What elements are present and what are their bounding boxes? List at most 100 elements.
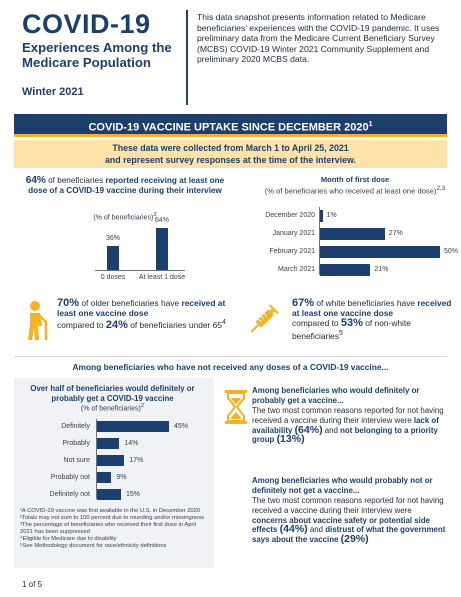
month-category-label: March 2021 bbox=[278, 266, 315, 273]
uptake-text-1: of beneficiaries bbox=[45, 176, 106, 185]
likelihood-category-label: Not sure bbox=[63, 457, 90, 464]
month-chart-heading: Month of first dose (% of beneficiaries … bbox=[260, 175, 450, 196]
person-with-cane-icon bbox=[28, 301, 48, 340]
white-text-2: compared to bbox=[292, 318, 341, 329]
page-subtitle: Experiences Among the Medicare Populatio… bbox=[22, 40, 172, 70]
dose-bar bbox=[107, 246, 119, 270]
banner-text: COVID-19 VACCINE UPTAKE SINCE DECEMBER 2… bbox=[88, 121, 369, 134]
reasons-likely-text-2: and bbox=[322, 425, 341, 435]
older-text-2: compared to bbox=[57, 320, 106, 331]
month-value-label: 27% bbox=[388, 230, 403, 237]
reasons-unlikely-bold-1: concerns about vaccine safety or potenti… bbox=[252, 515, 431, 535]
dose-category-label: 0 doses bbox=[100, 274, 126, 281]
reasons-likely-title: Among beneficiaries who would definitely… bbox=[252, 386, 420, 405]
reasons-unlikely-text: The two most common reasons reported for… bbox=[252, 496, 448, 545]
intro-text: This data snapshot presents information … bbox=[197, 12, 440, 64]
month-category-label: February 2021 bbox=[269, 248, 315, 255]
month-category-label: January 2021 bbox=[272, 230, 315, 237]
likelihood-chart-subtitle: (% of beneficiaries)2 bbox=[20, 403, 205, 412]
reasons-likely-text-1: The two most common reasons reported for… bbox=[252, 406, 444, 425]
uptake-pct: 64% bbox=[25, 175, 46, 186]
footnotes: ¹A COVID-19 vaccine was first available … bbox=[20, 508, 210, 550]
likelihood-bar bbox=[97, 438, 120, 449]
older-pct-2: 24% bbox=[105, 319, 128, 332]
month-bar bbox=[320, 264, 371, 276]
header-divider bbox=[186, 10, 188, 105]
reasons-likely-text: The two most common reasons reported for… bbox=[252, 406, 448, 445]
white-pct: 67% bbox=[292, 297, 315, 309]
likelihood-value-label: 14% bbox=[124, 440, 139, 447]
month-chart-axis bbox=[319, 207, 320, 275]
likelihood-value-label: 9% bbox=[116, 474, 127, 481]
likelihood-chart-axis bbox=[96, 419, 97, 499]
dose-value-label: 36% bbox=[105, 235, 120, 243]
older-text-3: of beneficiaries under 65 bbox=[127, 320, 222, 331]
reasons-likely-pct-1: (64%) bbox=[294, 423, 323, 436]
section-banner: COVID-19 VACCINE UPTAKE SINCE DECEMBER 2… bbox=[14, 114, 447, 137]
uptake-chart-subtitle-sup: 2 bbox=[153, 212, 157, 218]
uptake-bold-text: reported receiving at least one dose of … bbox=[28, 176, 225, 195]
dose-bar bbox=[156, 228, 168, 270]
white-beneficiaries-stat: 67% of white beneficiaries have received… bbox=[292, 298, 452, 341]
month-value-label: 21% bbox=[374, 266, 389, 273]
footnote: ³The percentage of beneficiaries who rec… bbox=[20, 522, 196, 535]
reasons-unlikely-pct-2: (29%) bbox=[340, 533, 369, 546]
section-heading-unvaccinated: Among beneficiaries who have not receive… bbox=[72, 362, 389, 372]
reasons-likely-bold-2: not belonging to a priority group bbox=[252, 425, 438, 445]
white-text-1: of white beneficiaries have bbox=[314, 298, 418, 308]
reasons-unlikely-text-1: The two most common reasons reported for… bbox=[252, 496, 444, 515]
month-chart-subtitle-sup: 2,3 bbox=[436, 184, 446, 192]
likelihood-bar bbox=[97, 489, 121, 500]
likelihood-value-label: 17% bbox=[129, 457, 144, 464]
likelihood-chart-title: Over half of beneficiaries would definit… bbox=[30, 384, 195, 403]
month-chart-title: Month of first dose bbox=[320, 175, 390, 184]
banner-footnote-ref: 1 bbox=[368, 121, 373, 128]
note-line-1: These data were collected from March 1 t… bbox=[112, 143, 349, 153]
older-bold: received at least one vaccine dose bbox=[57, 298, 226, 319]
month-bar bbox=[320, 246, 440, 258]
month-value-label: 1% bbox=[326, 212, 337, 219]
dose-value-label: 64% bbox=[154, 217, 169, 224]
older-beneficiaries-stat: 70% of older beneficiaries have received… bbox=[57, 298, 232, 332]
likelihood-category-label: Definitely not bbox=[49, 491, 90, 498]
likelihood-value-label: 45% bbox=[174, 423, 189, 430]
month-category-label: December 2020 bbox=[265, 212, 315, 219]
page-title: COVID-19 bbox=[22, 9, 151, 39]
likelihood-bar bbox=[97, 472, 112, 483]
data-collection-note: These data were collected from March 1 t… bbox=[14, 140, 447, 168]
likelihood-value-label: 15% bbox=[126, 491, 141, 498]
reasons-likely-bold-1: lack of availability bbox=[252, 415, 439, 435]
reasons-unlikely-text-2: and bbox=[307, 525, 326, 535]
likelihood-chart-subtitle-sup: 2 bbox=[140, 403, 145, 409]
likelihood-chart-subtitle-text: (% of beneficiaries) bbox=[80, 405, 141, 413]
month-value-label: 50% bbox=[444, 248, 459, 255]
white-sup: 5 bbox=[339, 329, 343, 337]
syringe-icon bbox=[250, 304, 279, 333]
footnote: ⁴Eligible for Medicare due to disability bbox=[20, 536, 117, 542]
season-label: Winter 2021 bbox=[22, 86, 84, 98]
reasons-unlikely-title: Among beneficiaries who would probably n… bbox=[252, 476, 433, 495]
likelihood-panel bbox=[14, 378, 214, 568]
month-bar bbox=[320, 228, 385, 240]
white-pct-2: 53% bbox=[340, 317, 363, 330]
footnote: ²Totals may not sum to 100 percent due t… bbox=[20, 515, 204, 521]
white-text-3: of non-white beneficiaries bbox=[292, 318, 411, 341]
dose-category-label: At least 1 dose bbox=[138, 274, 186, 281]
dose-chart-axis bbox=[95, 270, 185, 271]
likelihood-category-label: Probably bbox=[62, 440, 90, 447]
uptake-statement: 64% of beneficiaries reported receiving … bbox=[20, 176, 230, 196]
uptake-chart-subtitle-text: (% of beneficiaries) bbox=[93, 214, 154, 222]
reasons-unlikely-bold-2: distrust of what the government says abo… bbox=[252, 525, 446, 545]
reasons-unlikely-pct-1: (44%) bbox=[279, 523, 308, 536]
month-bar bbox=[320, 210, 323, 222]
white-bold: received at least one vaccine dose bbox=[292, 298, 452, 319]
hourglass-icon bbox=[225, 390, 247, 424]
likelihood-bar bbox=[97, 455, 125, 466]
reasons-likely-pct-2: (13%) bbox=[276, 433, 305, 446]
likelihood-category-label: Definitely bbox=[61, 423, 90, 430]
section-divider bbox=[14, 356, 447, 357]
older-sup: 4 bbox=[221, 319, 226, 327]
page-number: 1 of 5 bbox=[22, 580, 43, 589]
footnote: ⁵See Methodology document for race/ethni… bbox=[20, 543, 167, 549]
footnote: ¹A COVID-19 vaccine was first available … bbox=[20, 508, 201, 514]
